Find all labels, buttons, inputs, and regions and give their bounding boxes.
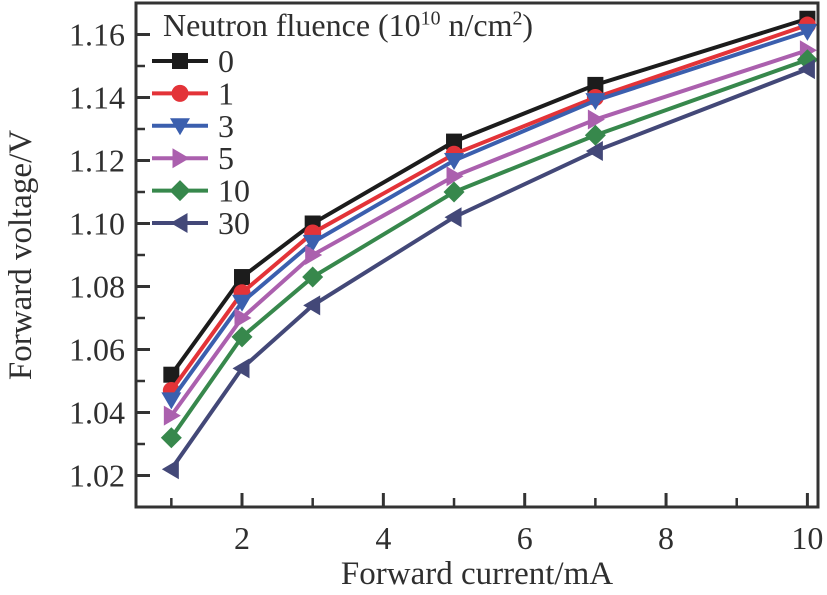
plot-frame bbox=[134, 1, 820, 509]
series-0-marker bbox=[587, 76, 604, 93]
series-10 bbox=[160, 49, 818, 449]
legend-entry-3: 3 bbox=[152, 108, 234, 144]
y-axis-title: Forward voltage/V bbox=[3, 129, 39, 381]
legend-label-5: 5 bbox=[218, 140, 234, 176]
legend-marker-1 bbox=[171, 84, 189, 102]
legend-marker-10 bbox=[169, 180, 191, 202]
series-10-marker bbox=[443, 181, 465, 203]
series-5-marker bbox=[234, 308, 252, 328]
series-3 bbox=[161, 23, 818, 410]
series-1-line bbox=[169, 23, 809, 392]
legend-marker-30 bbox=[170, 213, 188, 233]
series-3-marker bbox=[797, 23, 818, 41]
legend-title-exponent: 10 bbox=[420, 7, 441, 30]
y-tick-label: 1.02 bbox=[69, 458, 125, 494]
y-tick-label: 1.12 bbox=[69, 143, 125, 179]
x-tick-label: 8 bbox=[658, 520, 674, 556]
series-3-line bbox=[169, 29, 809, 402]
series-10-marker bbox=[584, 124, 606, 146]
series-30-marker bbox=[797, 59, 815, 80]
legend-title-text: Neutron fluence (10 bbox=[163, 7, 421, 43]
legend-label-10: 10 bbox=[218, 173, 250, 209]
series-5-line bbox=[169, 48, 809, 417]
series-30-marker bbox=[303, 295, 321, 316]
series-30-marker bbox=[232, 358, 250, 379]
legend-label-0: 0 bbox=[218, 43, 234, 79]
legend-entry-10: 10 bbox=[152, 173, 250, 209]
x-tick-label: 10 bbox=[791, 520, 823, 556]
legend-entry-0: 0 bbox=[152, 43, 234, 79]
legend-entry-1: 1 bbox=[152, 75, 234, 111]
series-30-marker bbox=[161, 459, 179, 480]
y-tick-label: 1.14 bbox=[69, 80, 125, 116]
legend-label-1: 1 bbox=[218, 75, 234, 111]
x-tick-label: 4 bbox=[375, 520, 391, 556]
legend-title-close: ) bbox=[522, 7, 534, 43]
legend-title-units-exponent: 2 bbox=[512, 7, 523, 30]
legend-marker-5 bbox=[172, 148, 190, 169]
series-1 bbox=[162, 16, 816, 399]
legend-title: Neutron fluence (1010 n/cm2) bbox=[163, 7, 533, 44]
series-10-line bbox=[169, 57, 809, 439]
series-5-marker bbox=[163, 405, 181, 426]
series-3-marker bbox=[302, 234, 323, 252]
series-30-marker bbox=[585, 141, 603, 162]
legend-label-3: 3 bbox=[218, 108, 234, 144]
y-tick-label: 1.10 bbox=[69, 206, 125, 242]
series-10-marker bbox=[231, 326, 253, 348]
y-tick-label: 1.08 bbox=[69, 269, 125, 305]
series-30-marker bbox=[444, 207, 462, 228]
legend-title-units: n/cm bbox=[440, 7, 513, 43]
legend-entry-30: 30 bbox=[152, 205, 250, 241]
series-0-marker bbox=[163, 366, 180, 383]
series-0 bbox=[163, 10, 816, 383]
series-3-marker bbox=[585, 93, 606, 111]
series-0-marker bbox=[234, 269, 251, 286]
series-3-marker bbox=[444, 153, 465, 170]
y-tick-label: 1.16 bbox=[69, 17, 125, 53]
series-5-marker bbox=[305, 245, 323, 265]
legend-marker-3 bbox=[170, 118, 190, 136]
y-tick-label: 1.04 bbox=[69, 395, 125, 431]
series-30-line bbox=[169, 67, 809, 471]
series-5 bbox=[163, 40, 817, 426]
series-10-marker bbox=[160, 427, 182, 449]
series-0-line bbox=[169, 16, 808, 376]
legend-entry-5: 5 bbox=[152, 140, 234, 176]
series-3-marker bbox=[232, 294, 253, 312]
series-3-marker bbox=[161, 392, 182, 410]
series-10-marker bbox=[302, 266, 324, 288]
y-tick-label: 1.06 bbox=[69, 332, 125, 368]
legend-marker-0 bbox=[172, 53, 188, 69]
x-tick-label: 2 bbox=[234, 520, 250, 556]
series-5-marker bbox=[446, 166, 464, 187]
x-tick-label: 6 bbox=[517, 520, 533, 556]
series-5-marker bbox=[587, 109, 605, 130]
series-0-marker bbox=[446, 133, 463, 150]
series-30 bbox=[161, 59, 815, 480]
legend-label-30: 30 bbox=[218, 205, 250, 241]
x-axis-title: Forward current/mA bbox=[340, 556, 614, 592]
